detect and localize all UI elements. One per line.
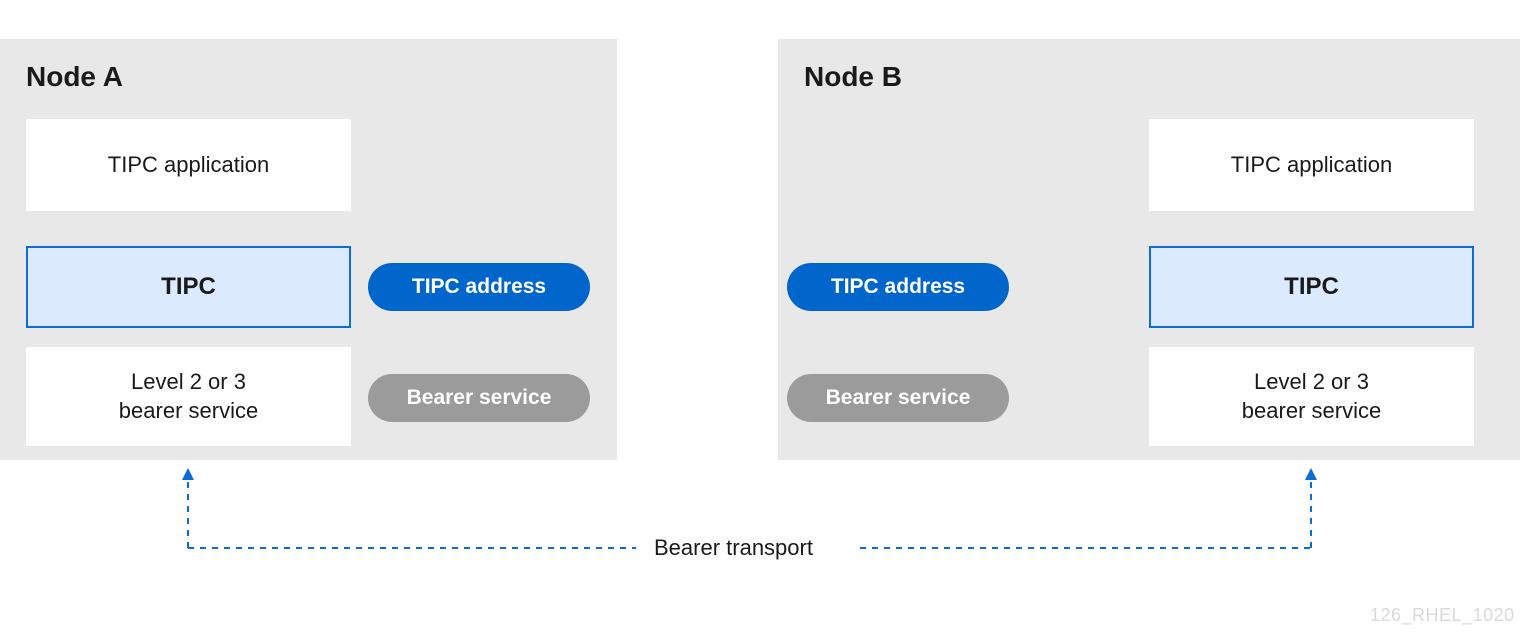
pill-b-address-label: TIPC address <box>831 275 965 299</box>
box-b-app: TIPC application <box>1149 119 1474 211</box>
panel-title-a: Node A <box>26 61 123 93</box>
pill-b-address: TIPC address <box>787 263 1009 311</box>
pill-a-address-label: TIPC address <box>412 275 546 299</box>
box-b-tipc: TIPC <box>1149 246 1474 328</box>
diagram-canvas: Node A Node B TIPC application TIPC Leve… <box>0 0 1520 636</box>
box-a-bearer-label: Level 2 or 3 bearer service <box>119 368 258 425</box>
connector-label: Bearer transport <box>650 535 817 561</box>
pill-b-bearer: Bearer service <box>787 374 1009 422</box>
box-a-app: TIPC application <box>26 119 351 211</box>
box-a-bearer: Level 2 or 3 bearer service <box>26 347 351 446</box>
box-b-tipc-label: TIPC <box>1284 271 1339 302</box>
pill-a-address: TIPC address <box>368 263 590 311</box>
watermark: 126_RHEL_1020 <box>1370 605 1515 626</box>
pill-a-bearer-label: Bearer service <box>407 386 552 410</box>
box-b-bearer: Level 2 or 3 bearer service <box>1149 347 1474 446</box>
pill-a-bearer: Bearer service <box>368 374 590 422</box>
panel-title-b: Node B <box>804 61 902 93</box>
pill-b-bearer-label: Bearer service <box>826 386 971 410</box>
box-b-app-label: TIPC application <box>1231 151 1392 180</box>
box-a-app-label: TIPC application <box>108 151 269 180</box>
box-b-bearer-label: Level 2 or 3 bearer service <box>1242 368 1381 425</box>
box-a-tipc-label: TIPC <box>161 271 216 302</box>
box-a-tipc: TIPC <box>26 246 351 328</box>
